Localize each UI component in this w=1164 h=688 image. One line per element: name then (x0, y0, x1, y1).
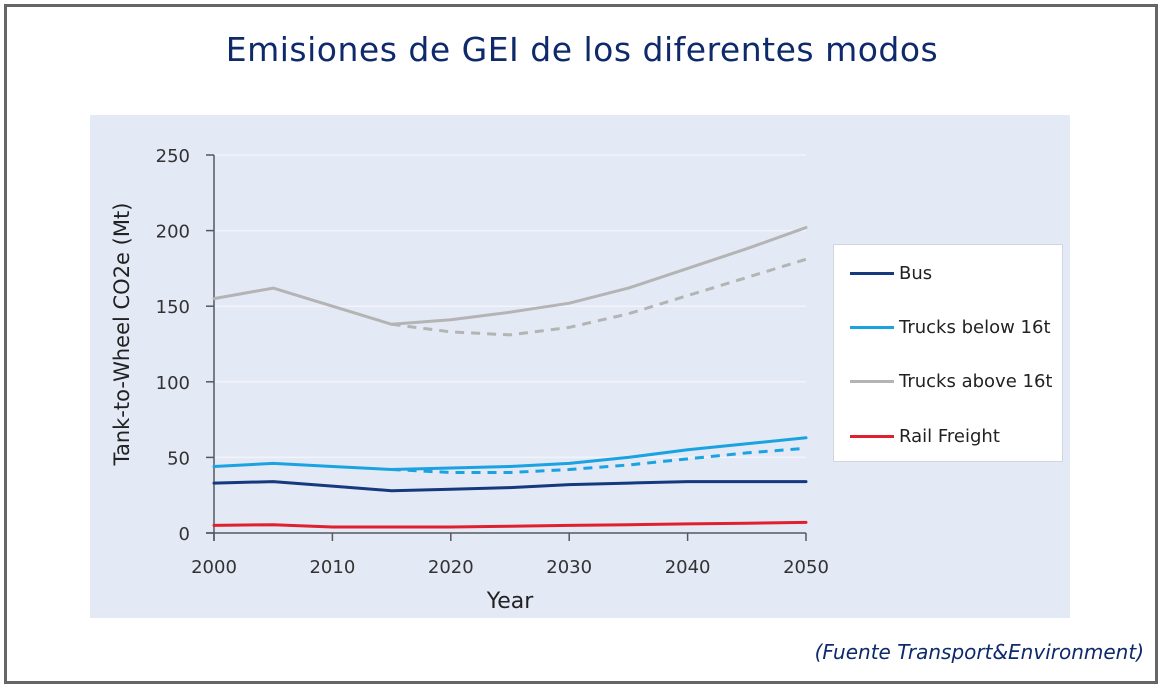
y-tick-label: 50 (167, 448, 190, 469)
x-tick-label: 2030 (546, 557, 592, 578)
legend-item-bus: Bus (850, 261, 932, 285)
legend-swatch-trucks-above-16t (850, 379, 894, 383)
y-axis-label: Tank-to-Wheel CO2e (Mt) (110, 203, 134, 467)
y-tick-label: 150 (156, 297, 190, 318)
y-tick-label: 200 (156, 222, 190, 243)
x-tick-label: 2010 (309, 557, 355, 578)
y-tick-label: 250 (156, 146, 190, 167)
x-tick-label: 2040 (665, 557, 711, 578)
series-line-trucks-below-16t-scenario (391, 446, 807, 474)
series-line-rail-freight (212, 520, 808, 529)
series-line-trucks-below-16t (212, 436, 808, 471)
gridlines (214, 154, 806, 459)
x-tick-label: 2020 (428, 557, 474, 578)
y-tick-label: 0 (179, 524, 190, 545)
x-axis-label: Year (486, 589, 535, 614)
legend-swatch-trucks-below-16t (850, 325, 894, 329)
series-line-trucks-above-16t (212, 226, 808, 326)
source-caption: (Fuente Transport&Environment) (814, 640, 1144, 664)
page-title: Emisiones de GEI de los diferentes modos (225, 30, 939, 69)
chart-legend: Bus Trucks below 16t Trucks above 16t Ra… (833, 244, 1063, 462)
legend-label: Trucks above 16t (899, 370, 1053, 392)
series-line-bus (212, 480, 808, 493)
legend-swatch-bus (850, 271, 894, 275)
legend-item-trucks-below-16t: Trucks below 16t (850, 315, 1051, 339)
x-tick-label: 2050 (783, 557, 829, 578)
legend-label: Rail Freight (899, 425, 1000, 447)
legend-item-trucks-above-16t: Trucks above 16t (850, 369, 1052, 393)
tick-labels: 0 50 100 150 200 250 2000 2010 2020 2030 2040 2050 (156, 146, 829, 578)
series-lines (212, 226, 808, 529)
legend-label: Trucks below 16t (899, 316, 1051, 338)
axes (206, 154, 807, 541)
legend-swatch-rail-freight (850, 434, 894, 438)
legend-label: Bus (899, 262, 933, 284)
series-line-trucks-above-16t-scenario (391, 257, 807, 337)
y-tick-label: 100 (156, 373, 190, 394)
legend-item-rail-freight: Rail Freight (850, 424, 1000, 448)
x-tick-label: 2000 (191, 557, 237, 578)
